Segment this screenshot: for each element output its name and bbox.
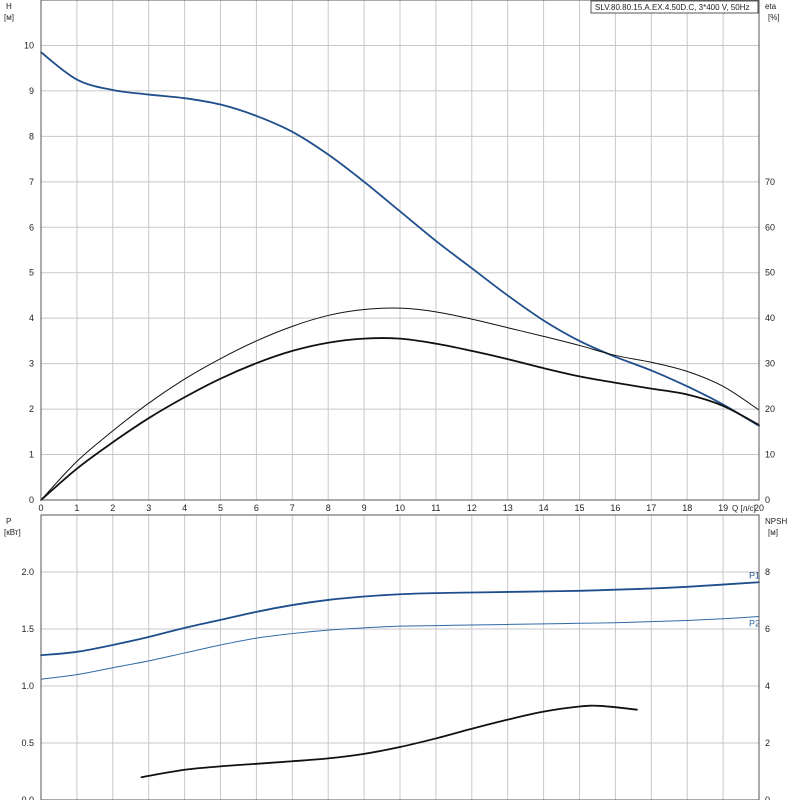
x-tick-label-17: 17 (646, 503, 656, 513)
top-y-axis-unit: [м] (4, 13, 14, 22)
bottom-y2-axis-label: NPSH (765, 517, 787, 526)
top-y-tick-label-3: 3 (29, 359, 34, 369)
top-y-tick-label-2: 2 (29, 404, 34, 414)
bottom-series-label-p1: P1 (749, 570, 760, 580)
x-tick-label-11: 11 (431, 503, 440, 513)
top-y2-tick-label-70: 70 (765, 177, 775, 187)
bottom-y-tick-label-0.0: 0.0 (21, 795, 34, 800)
x-tick-label-14: 14 (539, 503, 549, 513)
top-series-eta-thick (40, 337, 760, 501)
bottom-y2-tick-label-2: 2 (765, 738, 770, 748)
x-tick-label-20: 20 (754, 503, 764, 513)
bottom-y-tick-label-1.0: 1.0 (21, 681, 34, 691)
bottom-y-tick-label-2.0: 2.0 (21, 567, 34, 577)
bottom-y2-tick-label-6: 6 (765, 624, 770, 634)
top-y-axis-label: H (6, 2, 12, 11)
bottom-y-tick-label-0.5: 0.5 (21, 738, 34, 748)
top-y2-tick-label-10: 10 (765, 450, 775, 460)
bottom-series-p1 (40, 581, 760, 657)
x-tick-label-2: 2 (110, 503, 115, 513)
x-tick-label-5: 5 (218, 503, 223, 513)
x-tick-label-10: 10 (395, 503, 405, 513)
bottom-y-axis-unit: [кВт] (4, 528, 21, 537)
x-tick-label-19: 19 (718, 503, 728, 513)
top-y-tick-label-1: 1 (29, 450, 34, 460)
top-y2-tick-label-30: 30 (765, 359, 775, 369)
x-tick-label-4: 4 (182, 503, 187, 513)
top-y-tick-label-7: 7 (29, 177, 34, 187)
top-series-h (40, 51, 760, 427)
x-tick-label-13: 13 (503, 503, 513, 513)
top-x-axis-label: Q [л/с] (732, 504, 756, 513)
top-y2-tick-label-20: 20 (765, 404, 775, 414)
bottom-series-p2 (40, 615, 760, 680)
top-plot-frame (40, 0, 760, 501)
top-y2-tick-label-50: 50 (765, 268, 775, 278)
x-tick-label-3: 3 (146, 503, 151, 513)
top-y2-tick-label-40: 40 (765, 313, 775, 323)
chart-title: SLV.80.80.15.A.EX.4.50D.C, 3*400 V, 50Hz (595, 3, 749, 12)
x-tick-label-6: 6 (254, 503, 259, 513)
x-tick-label-0: 0 (38, 503, 43, 513)
x-tick-label-15: 15 (574, 503, 584, 513)
bottom-plot-frame (40, 514, 760, 800)
x-tick-label-16: 16 (610, 503, 620, 513)
top-y-tick-label-10: 10 (24, 40, 34, 50)
bottom-series-label-p2: P2 (749, 618, 760, 628)
grid-layer (40, 0, 760, 800)
top-y-tick-label-4: 4 (29, 313, 34, 323)
x-tick-label-18: 18 (682, 503, 692, 513)
title-box: SLV.80.80.15.A.EX.4.50D.C, 3*400 V, 50Hz (590, 0, 759, 14)
bottom-y2-tick-label-0: 0 (765, 795, 770, 800)
x-tick-label-8: 8 (326, 503, 331, 513)
bottom-series-npsh (140, 704, 638, 779)
top-y-tick-label-8: 8 (29, 131, 34, 141)
bottom-y2-axis-unit: [м] (768, 528, 778, 537)
bottom-y2-tick-label-4: 4 (765, 681, 770, 691)
x-tick-label-1: 1 (74, 503, 79, 513)
x-tick-label-7: 7 (290, 503, 295, 513)
label-layer: 0 1 2 3 4 5 6 7 8 9 10 11 12 13 14 15 16 17 18 19 2001234567… (21, 40, 775, 800)
title-box-frame (590, 0, 759, 14)
bottom-y-tick-label-1.5: 1.5 (21, 624, 34, 634)
series-layer (40, 51, 760, 779)
top-y-tick-label-0: 0 (29, 495, 34, 505)
bottom-y-axis-label: P (6, 517, 11, 526)
top-y2-tick-label-60: 60 (765, 222, 775, 232)
x-tick-label-12: 12 (467, 503, 477, 513)
top-y2-tick-label-0: 0 (765, 495, 770, 505)
bottom-y2-tick-label-8: 8 (765, 567, 770, 577)
top-y-tick-label-5: 5 (29, 268, 34, 278)
top-y-tick-label-6: 6 (29, 222, 34, 232)
top-y-tick-label-9: 9 (29, 86, 34, 96)
x-tick-label-9: 9 (362, 503, 367, 513)
top-series-eta-thin (40, 307, 760, 501)
top-y2-axis-unit: [%] (768, 13, 780, 22)
top-y2-axis-label: eta (765, 2, 777, 11)
